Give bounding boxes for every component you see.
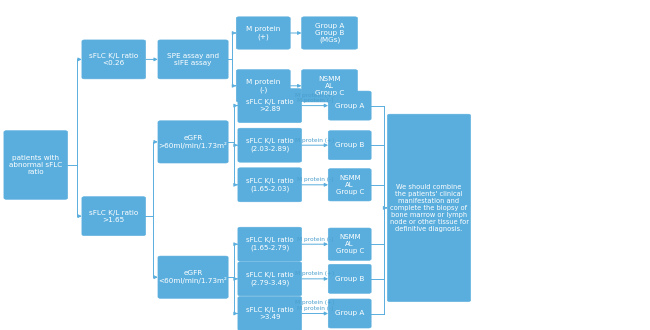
FancyBboxPatch shape <box>158 256 228 298</box>
FancyBboxPatch shape <box>328 169 371 201</box>
Text: We should combine
the patients' clinical
manifestation and
complete the biopsy o: We should combine the patients' clinical… <box>389 184 469 232</box>
Text: Group A: Group A <box>335 311 365 316</box>
FancyBboxPatch shape <box>238 296 302 330</box>
Text: M protein (+)
M protein (-): M protein (+) M protein (-) <box>295 92 335 103</box>
Text: sFLC K/L ratio
(1.65-2.79): sFLC K/L ratio (1.65-2.79) <box>246 238 294 251</box>
Text: SPE assay and
sIFE assay: SPE assay and sIFE assay <box>167 53 219 66</box>
Text: Group A
Group B
(MGs): Group A Group B (MGs) <box>315 23 344 43</box>
FancyBboxPatch shape <box>328 264 371 293</box>
Text: M protein (-): M protein (-) <box>296 177 333 182</box>
FancyBboxPatch shape <box>238 262 302 296</box>
Text: M protein (-): M protein (-) <box>296 237 333 242</box>
Text: sFLC K/L ratio
>3.49: sFLC K/L ratio >3.49 <box>246 307 294 320</box>
Text: sFLC K/L ratio
>1.65: sFLC K/L ratio >1.65 <box>89 210 138 223</box>
Text: M protein
(+): M protein (+) <box>246 26 280 40</box>
Text: sFLC K/L ratio
(2.79-3.49): sFLC K/L ratio (2.79-3.49) <box>246 272 294 285</box>
FancyBboxPatch shape <box>4 131 68 199</box>
Text: NSMM
AL
Group C: NSMM AL Group C <box>335 234 364 254</box>
FancyBboxPatch shape <box>238 88 302 122</box>
FancyBboxPatch shape <box>328 131 371 160</box>
Text: M protein (+): M protein (+) <box>295 138 335 143</box>
Text: NSMM
AL
Group C: NSMM AL Group C <box>335 175 364 195</box>
FancyBboxPatch shape <box>302 17 358 49</box>
FancyBboxPatch shape <box>328 299 371 328</box>
FancyBboxPatch shape <box>302 70 358 102</box>
Text: Group B: Group B <box>335 276 365 282</box>
Text: eGFR
>60ml/min/1.73m²: eGFR >60ml/min/1.73m² <box>159 135 228 149</box>
Text: patients with
abnormal sFLC
ratio: patients with abnormal sFLC ratio <box>9 155 62 175</box>
FancyBboxPatch shape <box>82 40 146 79</box>
FancyBboxPatch shape <box>238 128 302 162</box>
Text: M protein (+)
M protein (-): M protein (+) M protein (-) <box>295 300 335 311</box>
FancyBboxPatch shape <box>328 91 371 120</box>
FancyBboxPatch shape <box>158 40 228 79</box>
FancyBboxPatch shape <box>158 121 228 163</box>
FancyBboxPatch shape <box>82 197 146 236</box>
Text: Group B: Group B <box>335 142 365 148</box>
Text: sFLC K/L ratio
>2.89: sFLC K/L ratio >2.89 <box>246 99 294 112</box>
FancyBboxPatch shape <box>238 168 302 202</box>
Text: Group A: Group A <box>335 103 365 109</box>
Text: NSMM
AL
Group C: NSMM AL Group C <box>315 76 344 96</box>
Text: M protein (+): M protein (+) <box>295 271 335 276</box>
FancyBboxPatch shape <box>237 17 290 49</box>
Text: M protein
(-): M protein (-) <box>246 79 280 92</box>
FancyBboxPatch shape <box>237 70 290 102</box>
FancyBboxPatch shape <box>387 114 471 302</box>
Text: sFLC K/L ratio
(2.03-2.89): sFLC K/L ratio (2.03-2.89) <box>246 139 294 152</box>
Text: sFLC K/L ratio
<0.26: sFLC K/L ratio <0.26 <box>89 53 138 66</box>
FancyBboxPatch shape <box>238 227 302 261</box>
FancyBboxPatch shape <box>328 228 371 260</box>
Text: eGFR
<60ml/min/1.73m²: eGFR <60ml/min/1.73m² <box>159 270 228 284</box>
Text: sFLC K/L ratio
(1.65-2.03): sFLC K/L ratio (1.65-2.03) <box>246 178 294 191</box>
